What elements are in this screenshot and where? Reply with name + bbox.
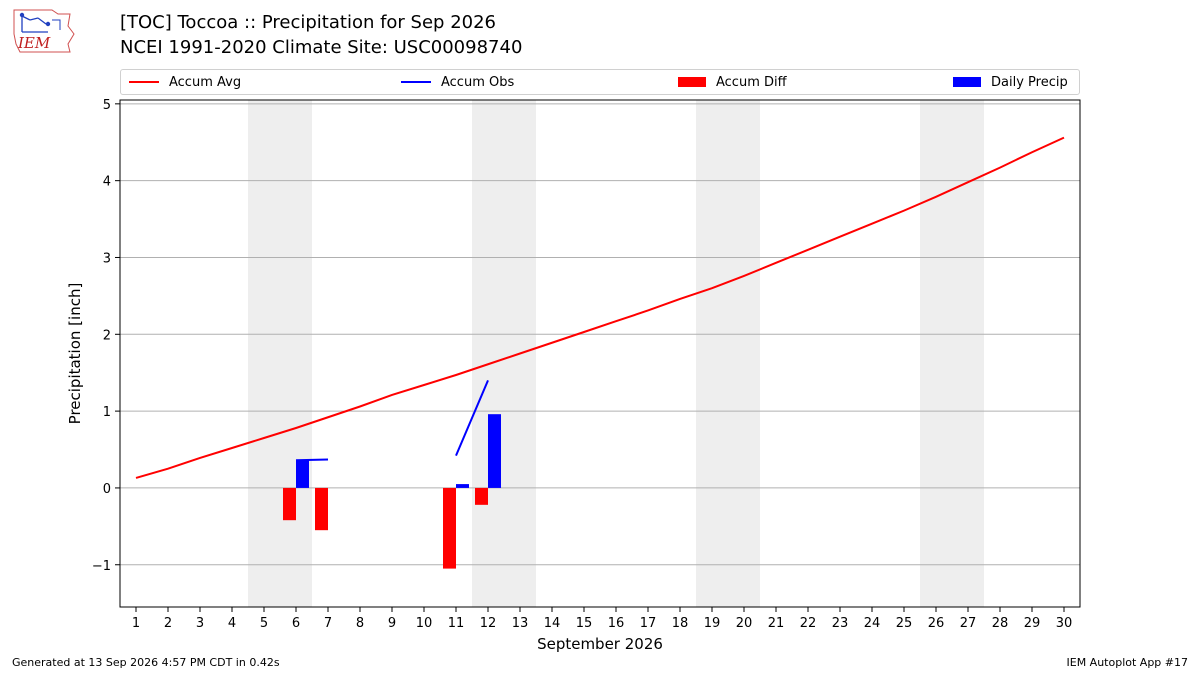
- x-tick-label: 19: [704, 616, 721, 631]
- y-tick-label: 0: [103, 482, 111, 497]
- bar-accum-diff: [443, 487, 456, 569]
- y-tick-label: −1: [92, 559, 111, 574]
- x-tick-label: 27: [960, 616, 977, 631]
- y-tick-label: 4: [103, 175, 111, 190]
- legend-item-daily: Daily Precip: [953, 74, 1068, 90]
- x-axis-label: September 2026: [537, 635, 663, 653]
- x-tick-label: 18: [672, 616, 689, 631]
- x-tick-label: 2: [164, 616, 172, 631]
- x-tick-label: 29: [1024, 616, 1041, 631]
- x-tick-label: 13: [512, 616, 529, 631]
- weekend-band: [920, 100, 984, 607]
- legend-line-swatch: [401, 81, 431, 83]
- y-tick-label: 2: [103, 328, 111, 343]
- x-tick-label: 28: [992, 616, 1009, 631]
- legend-label: Accum Avg: [169, 74, 242, 90]
- legend-box-swatch: [678, 77, 706, 87]
- legend-item-diff: Accum Diff: [678, 74, 787, 90]
- app-label: IEM Autoplot App #17: [1066, 656, 1189, 669]
- x-tick-label: 14: [544, 616, 561, 631]
- y-tick-label: 1: [103, 405, 111, 420]
- legend-label: Daily Precip: [991, 74, 1068, 90]
- generated-timestamp: Generated at 13 Sep 2026 4:57 PM CDT in …: [12, 656, 280, 669]
- line-accum-obs: [295, 458, 329, 462]
- x-tick-label: 25: [896, 616, 913, 631]
- iem-logo: IEM: [13, 9, 75, 53]
- legend-item-obs: Accum Obs: [401, 74, 514, 90]
- legend-label: Accum Diff: [716, 74, 787, 90]
- x-tick-label: 3: [196, 616, 204, 631]
- x-tick-label: 12: [480, 616, 497, 631]
- bar-daily-precip: [456, 484, 469, 488]
- x-tick-label: 6: [292, 616, 300, 631]
- weekend-band: [696, 100, 760, 607]
- x-tick-label: 21: [768, 616, 785, 631]
- x-tick-label: 7: [324, 616, 332, 631]
- x-tick-label: 8: [356, 616, 364, 631]
- x-tick-label: 4: [228, 616, 236, 631]
- x-tick-label: 5: [260, 616, 268, 631]
- x-tick-label: 26: [928, 616, 945, 631]
- chart-subtitle: NCEI 1991-2020 Climate Site: USC00098740: [120, 37, 523, 58]
- y-tick-label: 5: [103, 98, 111, 113]
- bar-accum-diff: [475, 487, 488, 505]
- legend-label: Accum Obs: [441, 74, 515, 90]
- bar-daily-precip: [296, 460, 309, 488]
- x-tick-label: 22: [800, 616, 817, 631]
- weekend-band: [472, 100, 536, 607]
- x-tick-label: 1: [132, 616, 140, 631]
- logo-text: IEM: [17, 34, 51, 52]
- line-accum-obs: [455, 379, 489, 457]
- chart-title: [TOC] Toccoa :: Precipitation for Sep 20…: [120, 12, 497, 33]
- bar-accum-diff: [315, 487, 328, 531]
- x-tick-label: 20: [736, 616, 753, 631]
- line-accum-avg: [135, 136, 1065, 479]
- x-tick-label: 30: [1056, 616, 1073, 631]
- legend-line-swatch: [129, 81, 159, 83]
- x-tick-label: 17: [640, 616, 657, 631]
- weekend-band: [248, 100, 312, 607]
- bar-daily-precip: [488, 414, 501, 488]
- x-tick-label: 24: [864, 616, 881, 631]
- x-tick-label: 15: [576, 616, 593, 631]
- x-tick-label: 23: [832, 616, 849, 631]
- x-tick-label: 16: [608, 616, 625, 631]
- legend-item-avg: Accum Avg: [129, 74, 241, 90]
- y-axis-label: Precipitation [inch]: [66, 283, 84, 425]
- bar-accum-diff: [283, 487, 296, 521]
- legend-box-swatch: [953, 77, 981, 87]
- plot-frame: [119, 99, 1081, 608]
- x-tick-label: 9: [388, 616, 396, 631]
- x-tick-label: 10: [416, 616, 433, 631]
- x-tick-label: 11: [448, 616, 465, 631]
- y-tick-label: 3: [103, 251, 111, 266]
- legend: Accum Avg Accum Obs Accum Diff Daily Pre…: [120, 69, 1080, 95]
